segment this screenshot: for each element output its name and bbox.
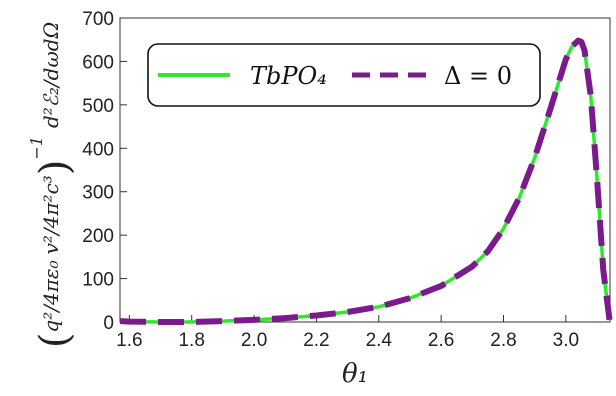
x-tick-label: 2.4 <box>366 330 393 351</box>
x-tick-label: 1.8 <box>178 330 204 351</box>
legend: TbPO₄ Δ = 0 <box>147 43 541 107</box>
legend-box <box>147 43 541 107</box>
x-tick-label: 3.0 <box>553 330 579 351</box>
x-tick-label: 2.2 <box>303 330 329 351</box>
x-tick-label: 2.0 <box>241 330 267 351</box>
svg-text:(q²/4πε₀v²/4π²c³)−1d²ℰ₂/dωdΩ: (q²/4πε₀v²/4π²c³)−1d²ℰ₂/dωdΩ <box>27 22 78 348</box>
x-tick-label: 1.6 <box>116 330 142 351</box>
x-tick-label: 2.6 <box>428 330 454 351</box>
y-tick-label: 100 <box>82 270 114 291</box>
y-tick-label: 500 <box>82 96 114 117</box>
x-axis-label: θ₁ <box>342 359 368 389</box>
series-line-delta-zero <box>119 37 613 325</box>
y-axis-label: (q²/4πε₀v²/4π²c³)−1d²ℰ₂/dωdΩ <box>27 22 78 348</box>
axis-ticks: 1.6 1.8 2.0 2.2 2.4 2.6 2.8 3.0 0 100 200 300 400 500… <box>82 9 579 351</box>
y-tick-label: 600 <box>82 52 114 73</box>
legend-label-tbpo4: TbPO₄ <box>250 62 327 90</box>
legend-label-delta-zero: Δ = 0 <box>444 62 512 90</box>
y-tick-label: 700 <box>82 9 114 30</box>
x-tick-label: 2.8 <box>490 330 516 351</box>
series-layer <box>119 37 613 325</box>
y-tick-label: 0 <box>103 313 114 334</box>
y-tick-label: 400 <box>82 139 114 160</box>
plot-frame <box>119 17 611 323</box>
y-tick-label: 300 <box>82 183 114 204</box>
y-tick-label: 200 <box>82 226 114 247</box>
